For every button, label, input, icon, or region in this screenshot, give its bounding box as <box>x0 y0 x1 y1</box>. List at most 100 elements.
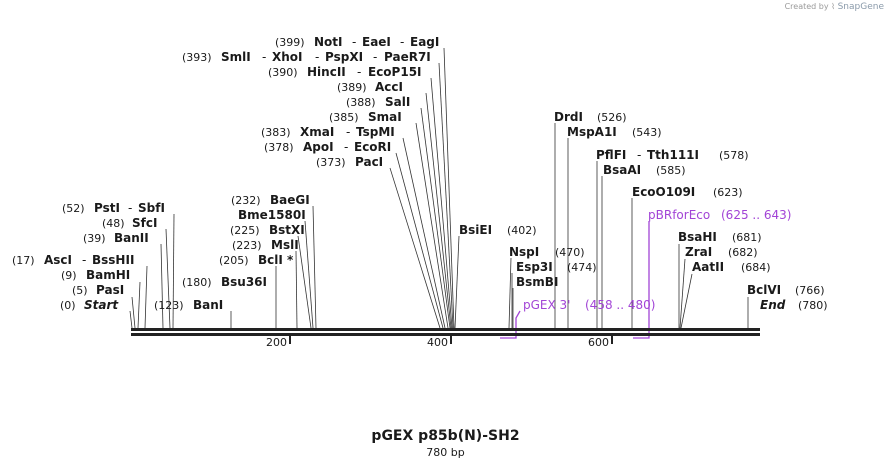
separator: - <box>400 35 404 49</box>
site-label-bssHII[interactable]: BssHII <box>92 253 134 267</box>
scale-ticks: 200 400 600 <box>266 336 613 349</box>
site-label-eaeI[interactable]: EaeI <box>362 35 391 49</box>
site-label-pspXI[interactable]: PspXI <box>325 50 363 64</box>
separator: - <box>357 65 361 79</box>
site-label-bme1580I[interactable]: Bme1580I <box>238 208 306 222</box>
site-label-eagI[interactable]: EagI <box>410 35 439 49</box>
tick-label-200: 200 <box>266 336 287 349</box>
site-connectors <box>129 47 749 329</box>
site-pos-start: (0) <box>60 299 76 312</box>
site-pos-ecoO109I: (623) <box>713 186 743 199</box>
site-pos-salI: (388) <box>346 96 376 109</box>
backbone-bottom-strand <box>131 333 760 336</box>
separator: - <box>352 35 356 49</box>
dna-backbone <box>131 328 760 336</box>
site-pos-accI: (389) <box>337 81 367 94</box>
site-label-end[interactable]: End <box>760 298 786 312</box>
site-label-drdI[interactable]: DrdI <box>554 110 583 124</box>
site-pos-banI: (123) <box>154 299 184 312</box>
map-title: pGEX p85b(N)-SH2 <box>371 428 520 444</box>
site-label-ascI[interactable]: AscI <box>44 253 72 267</box>
site-label-xmaI[interactable]: XmaI <box>300 125 334 139</box>
site-pos-aatII: (684) <box>741 261 771 274</box>
site-label-notI[interactable]: NotI <box>314 35 343 49</box>
site-label-mslI[interactable]: MslI <box>271 238 299 252</box>
site-label-bstXI[interactable]: BstXI <box>269 223 305 237</box>
separator: - <box>637 148 641 162</box>
site-pos-smaI: (385) <box>329 111 359 124</box>
site-pos-baeGI: (232) <box>231 194 261 207</box>
site-label-bsiEI[interactable]: BsiEI <box>459 223 492 237</box>
site-label-banII[interactable]: BanII <box>114 231 149 245</box>
separator: - <box>262 50 266 64</box>
site-label-bsmBI[interactable]: BsmBI <box>516 275 558 289</box>
primer-label-pBRforEco[interactable]: pBRforEco <box>648 208 710 222</box>
site-label-hincII[interactable]: HincII <box>307 65 346 79</box>
site-label-ecoRI[interactable]: EcoRI <box>354 140 391 154</box>
site-label-bclVI[interactable]: BclVI <box>747 283 781 297</box>
site-pos-banII: (39) <box>83 232 106 245</box>
separator: - <box>128 201 132 215</box>
site-label-apoI[interactable]: ApoI <box>303 140 334 154</box>
primer-label-pGEX3[interactable]: pGEX 3' <box>523 298 570 312</box>
site-pos-ascI: (17) <box>12 254 35 267</box>
site-label-mspA1I[interactable]: MspA1I <box>567 125 617 139</box>
site-label-bamHI[interactable]: BamHI <box>86 268 130 282</box>
site-label-pacI[interactable]: PacI <box>355 155 383 169</box>
site-pos-esp3I: (474) <box>567 261 597 274</box>
site-label-smaI[interactable]: SmaI <box>368 110 402 124</box>
separator: - <box>82 253 86 267</box>
site-pos-bsu36I: (180) <box>182 276 212 289</box>
site-label-aatII[interactable]: AatII <box>692 260 724 274</box>
site-pos-notI: (399) <box>275 36 305 49</box>
site-label-esp3I[interactable]: Esp3I <box>516 260 553 274</box>
site-pos-sfcI: (48) <box>102 217 125 230</box>
site-label-paeR7I[interactable]: PaeR7I <box>384 50 431 64</box>
tick-600 <box>611 336 613 344</box>
site-pos-zraI: (682) <box>728 246 758 259</box>
credit-prefix: Created by <box>784 2 829 11</box>
site-label-bsu36I[interactable]: Bsu36I <box>221 275 267 289</box>
map-length: 780 bp <box>426 446 465 459</box>
pBRforEco-primer-arrow <box>633 221 650 339</box>
site-pos-smlI: (393) <box>182 51 212 64</box>
site-pos-nspI: (470) <box>555 246 585 259</box>
site-label-smlI[interactable]: SmlI <box>221 50 251 64</box>
separator: - <box>373 50 377 64</box>
site-pos-mslI: (223) <box>232 239 262 252</box>
site-pos-mspA1I: (543) <box>632 126 662 139</box>
site-label-pstI[interactable]: PstI <box>94 201 120 215</box>
backbone-top-strand <box>131 328 760 331</box>
site-label-xhoI[interactable]: XhoI <box>272 50 303 64</box>
site-pos-bsiEI: (402) <box>507 224 537 237</box>
site-label-baeGI[interactable]: BaeGI <box>270 193 310 207</box>
site-label-accI[interactable]: AccI <box>375 80 403 94</box>
tick-200 <box>289 336 291 344</box>
site-pos-bclVI: (766) <box>795 284 825 297</box>
site-pos-apoI: (378) <box>264 141 294 154</box>
site-label-tth111I[interactable]: Tth111I <box>647 148 699 162</box>
site-label-salI[interactable]: SalI <box>385 95 410 109</box>
site-pos-tth111I: (578) <box>719 149 749 162</box>
site-label-bclI[interactable]: BclI * <box>258 253 294 267</box>
site-label-ecoP15I[interactable]: EcoP15I <box>368 65 422 79</box>
site-label-zraI[interactable]: ZraI <box>685 245 712 259</box>
site-label-pflFI[interactable]: PflFI <box>596 148 626 162</box>
site-label-sfcI[interactable]: SfcI <box>132 216 157 230</box>
site-label-banI[interactable]: BanI <box>193 298 223 312</box>
site-label-bsaAI[interactable]: BsaAI <box>603 163 641 177</box>
primer-range-pGEX3: (458 .. 480) <box>585 298 655 312</box>
site-label-start[interactable]: Start <box>84 298 119 312</box>
tick-400 <box>450 336 452 344</box>
site-label-sbfI[interactable]: SbfI <box>138 201 165 215</box>
site-label-pasI[interactable]: PasI <box>96 283 124 297</box>
site-pos-hincII: (390) <box>268 66 298 79</box>
site-pos-bstXI: (225) <box>230 224 260 237</box>
site-pos-pasI: (5) <box>72 284 88 297</box>
site-label-ecoO109I[interactable]: EcoO109I <box>632 185 695 199</box>
site-label-nspI[interactable]: NspI <box>509 245 539 259</box>
site-label-bsaHI[interactable]: BsaHI <box>678 230 717 244</box>
tick-label-400: 400 <box>427 336 448 349</box>
site-label-tspMI[interactable]: TspMI <box>356 125 395 139</box>
